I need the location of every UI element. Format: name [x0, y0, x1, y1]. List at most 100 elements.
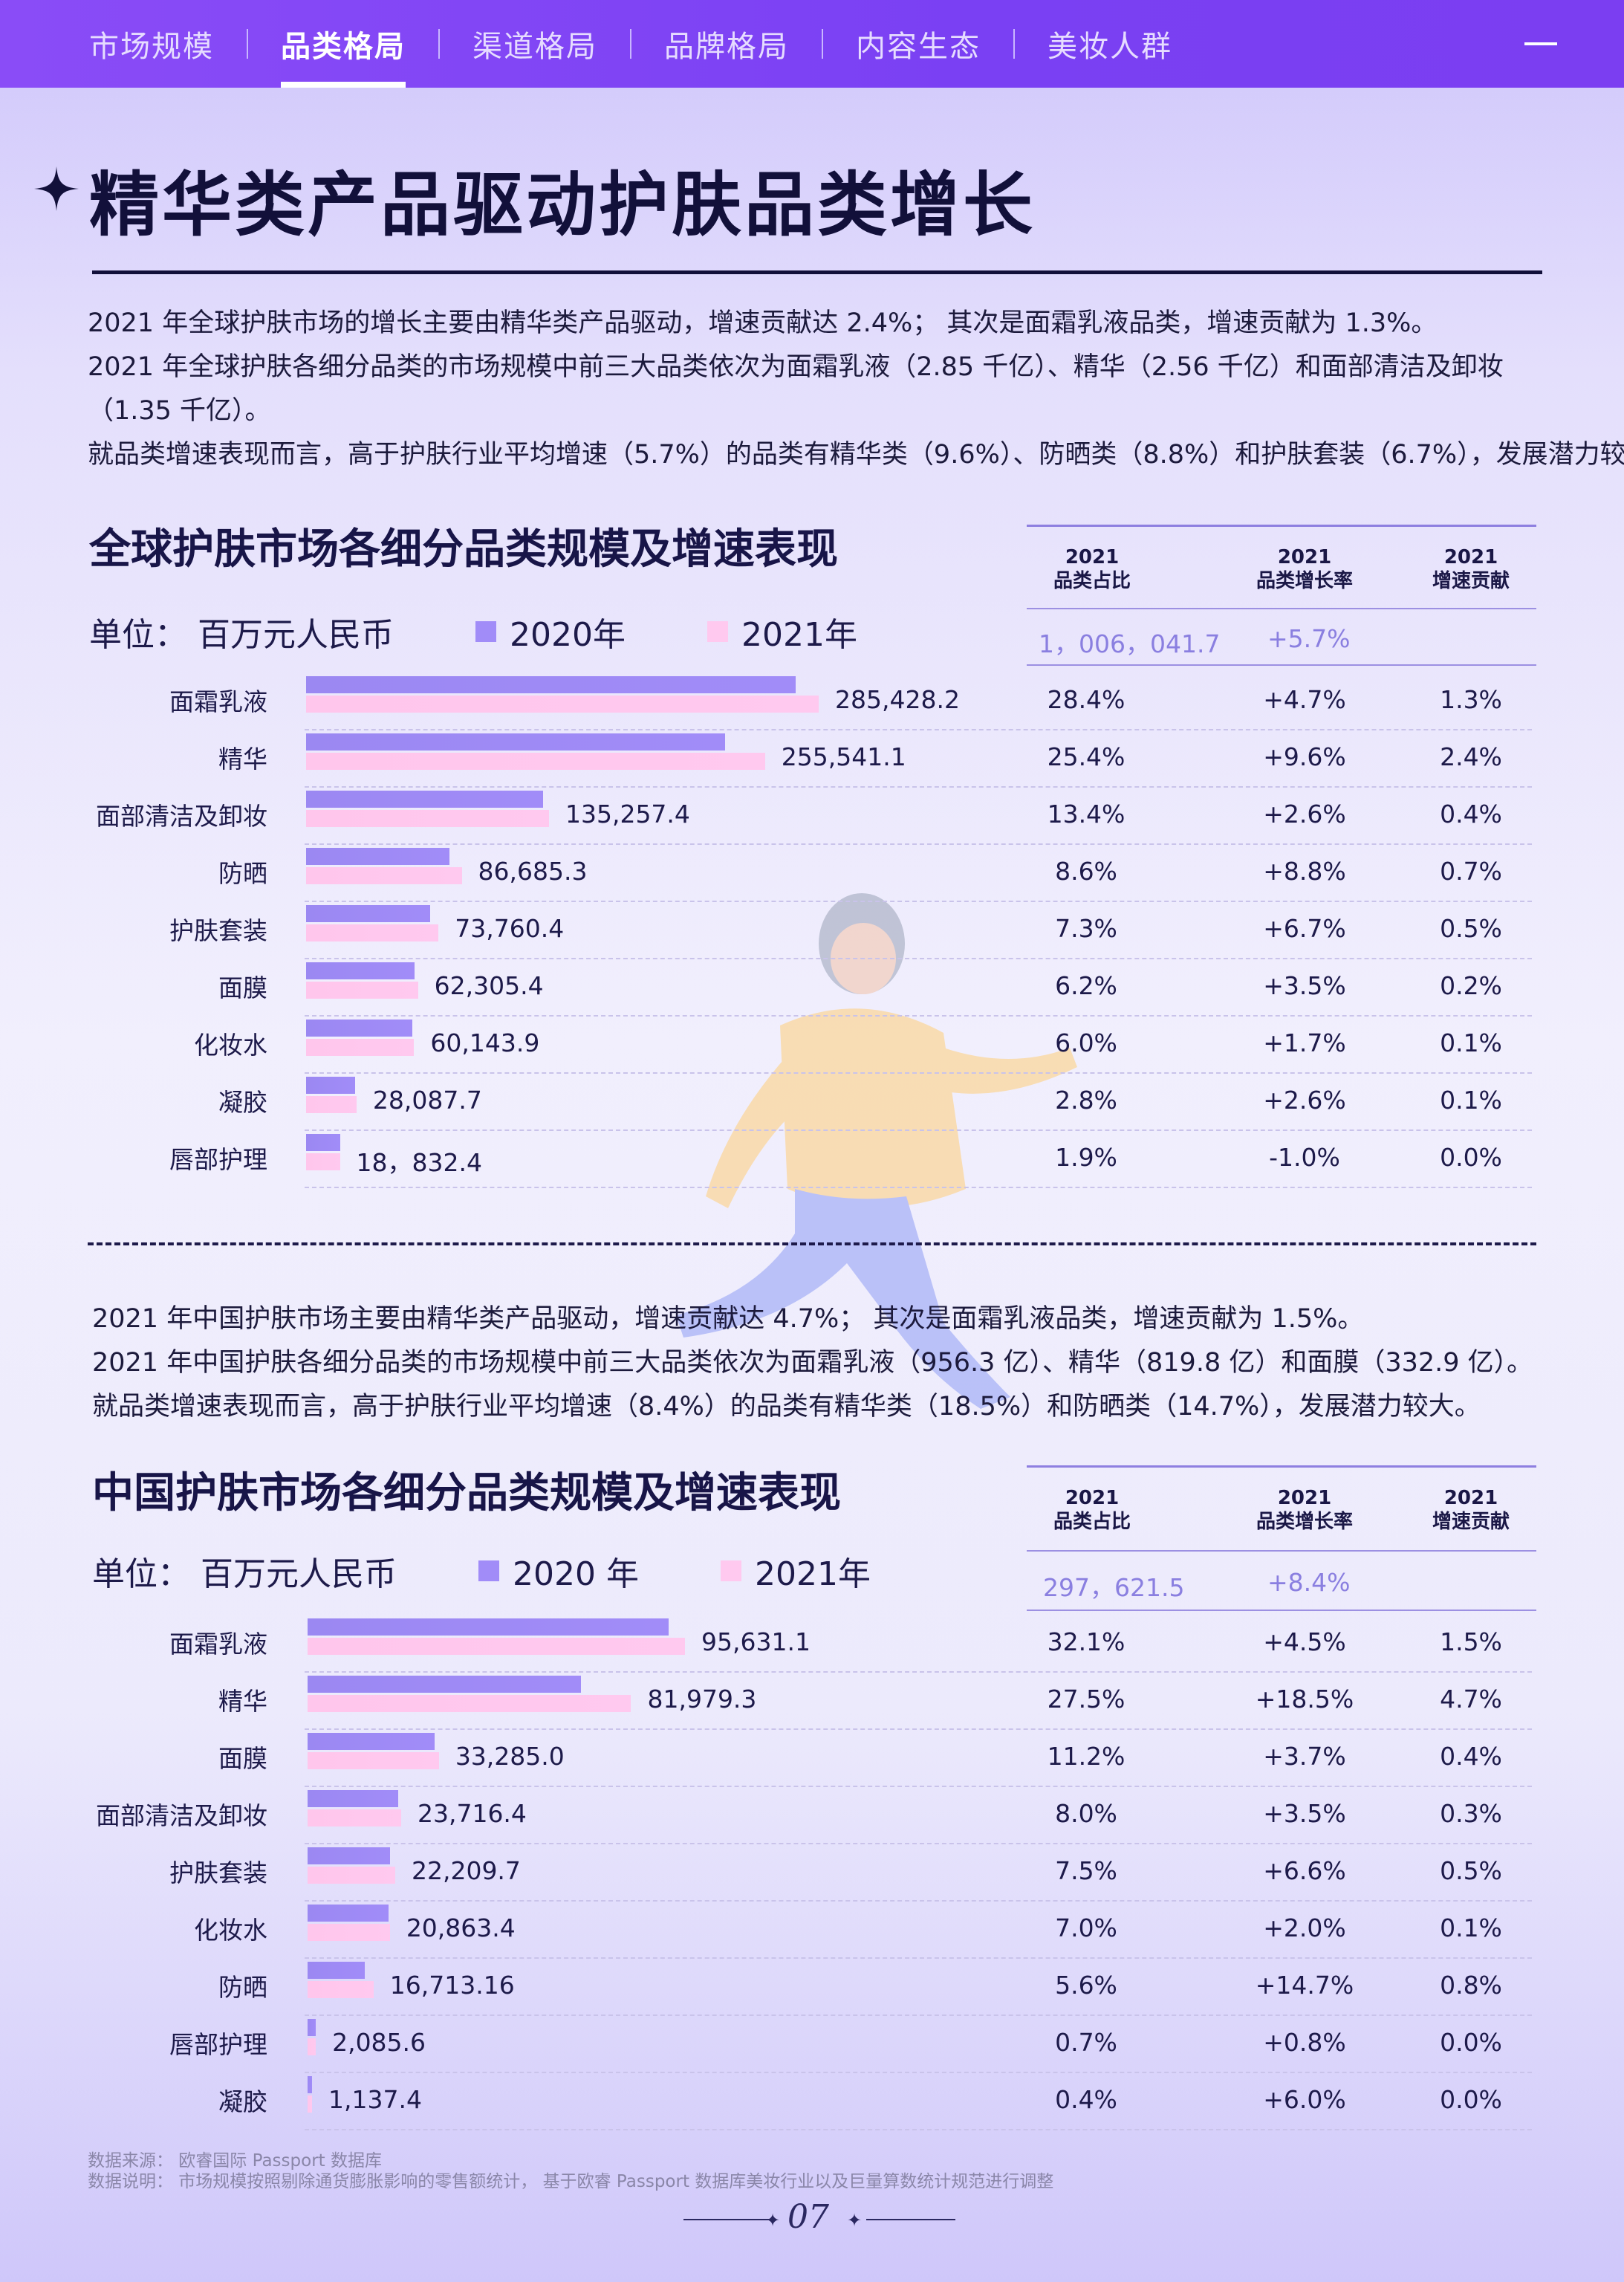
chart-row: 化妆水 20,863.4 7.0% +2.0% 0.1%	[0, 1902, 1624, 1959]
note-line: 数据说明： 市场规模按照剔除通货膨胀影响的零售额统计， 基于欧睿 Passpor…	[88, 2172, 1054, 2191]
col-header-share: 2021 品类占比	[1053, 546, 1131, 592]
nav-tab[interactable]: 内容生态	[856, 30, 981, 64]
category-label: 护肤套装	[169, 1858, 267, 1887]
row-dotted-rule	[305, 729, 1532, 730]
bar-2020	[306, 962, 415, 979]
growth-cell: +0.8%	[1263, 2028, 1346, 2057]
row-dotted-rule	[305, 901, 1532, 902]
share-cell: 28.4%	[1047, 685, 1126, 714]
contribution-cell: 0.1%	[1440, 1028, 1502, 1057]
china-chart-legend: 单位： 百万元人民币 2020 年 2021年	[92, 1549, 871, 1593]
value-label: 33,285.0	[455, 1742, 565, 1771]
category-label: 凝胶	[218, 2087, 267, 2116]
bar-2020	[306, 1020, 412, 1037]
contribution-cell: 4.7%	[1440, 1685, 1502, 1714]
page-number-rule-left	[683, 2219, 773, 2220]
share-cell: 7.5%	[1055, 1856, 1117, 1885]
value-label: 2,085.6	[332, 2028, 426, 2057]
value-label: 28,087.7	[372, 1086, 482, 1115]
growth-cell: +6.7%	[1263, 914, 1346, 943]
bar-2020	[306, 676, 796, 693]
category-label: 精华	[218, 745, 267, 774]
bar-2020	[306, 1134, 340, 1151]
growth-cell: +9.6%	[1263, 742, 1346, 771]
bar-2021	[308, 1695, 631, 1712]
category-label: 防晒	[218, 1973, 267, 2002]
category-label: 化妆水	[194, 1916, 267, 1945]
row-dotted-rule	[305, 2129, 1532, 2130]
bar-2021	[306, 810, 549, 827]
growth-cell: +8.8%	[1263, 857, 1346, 886]
nav-tab[interactable]: 品牌格局	[664, 30, 789, 64]
bar-2021	[308, 1924, 390, 1941]
contribution-cell: 0.5%	[1440, 914, 1502, 943]
contribution-cell: 0.1%	[1440, 1086, 1502, 1115]
bar-2020	[306, 905, 431, 922]
share-cell: 0.4%	[1055, 2085, 1117, 2114]
bar-2021	[306, 753, 765, 770]
nav-tab[interactable]: 美妆人群	[1048, 30, 1172, 64]
nav-tab[interactable]: 市场规模	[89, 30, 214, 64]
menu-icon[interactable]	[1524, 42, 1557, 45]
bar-2021	[308, 2038, 316, 2055]
global-chart-legend: 单位： 百万元人民币 2020年 2021年	[89, 609, 857, 654]
share-cell: 0.7%	[1055, 2028, 1117, 2057]
bar-2020	[306, 848, 449, 865]
share-cell: 27.5%	[1047, 1685, 1126, 1714]
growth-cell: +3.5%	[1263, 971, 1346, 1000]
source-line: 数据来源： 欧睿国际 Passport 数据库	[88, 2151, 382, 2171]
bar-2020	[308, 1676, 581, 1693]
share-cell: 32.1%	[1047, 1627, 1126, 1656]
global-summary-line: （1.35 千亿）。	[88, 396, 271, 426]
category-label: 防晒	[218, 859, 267, 888]
bar-2020	[306, 791, 543, 808]
nav-tab[interactable]: 渠道格局	[472, 30, 597, 64]
growth-cell: +6.6%	[1263, 1856, 1346, 1885]
legend-item-2020: 2020 年	[478, 1547, 639, 1595]
value-label: 135,257.4	[565, 800, 690, 829]
section-divider	[88, 1242, 1536, 1245]
bar-2020	[308, 2076, 312, 2093]
category-label: 面部清洁及卸妆	[96, 1801, 267, 1830]
share-cell: 11.2%	[1047, 1742, 1126, 1771]
row-dotted-rule	[305, 2072, 1532, 2073]
share-cell: 7.0%	[1055, 1913, 1117, 1942]
value-label: 86,685.3	[478, 857, 588, 886]
bar-2020	[308, 1733, 435, 1750]
category-label: 面部清洁及卸妆	[96, 802, 267, 831]
category-label: 化妆水	[194, 1031, 267, 1060]
chart-row: 唇部护理 2,085.6 0.7% +0.8% 0.0%	[0, 2016, 1624, 2073]
title-underline	[92, 270, 1542, 274]
bar-2021	[308, 1981, 374, 1998]
share-cell: 25.4%	[1047, 742, 1126, 771]
value-label: 22,209.7	[411, 1856, 521, 1885]
chart-row: 唇部护理 18，832.4 1.9% -1.0% 0.0%	[0, 1131, 1624, 1188]
growth-cell: +18.5%	[1255, 1685, 1354, 1714]
china-summary-line: 2021 年中国护肤各细分品类的市场规模中前三大品类依次为面霜乳液（956.3 …	[92, 1348, 1533, 1378]
contribution-cell: 0.0%	[1440, 2028, 1502, 2057]
value-label: 16,713.16	[389, 1971, 515, 2000]
total-growth-rate: +5.7%	[1267, 624, 1351, 653]
global-summary-line: 2021 年全球护肤市场的增长主要由精华类产品驱动，增速贡献达 2.4%； 其次…	[88, 308, 1438, 338]
contribution-cell: 1.5%	[1440, 1627, 1502, 1656]
chart-row: 护肤套装 73,760.4 7.3% +6.7% 0.5%	[0, 902, 1624, 959]
bar-2021	[306, 1153, 340, 1170]
share-cell: 6.2%	[1055, 971, 1117, 1000]
share-cell: 2.8%	[1055, 1086, 1117, 1115]
share-cell: 13.4%	[1047, 800, 1126, 829]
share-cell: 6.0%	[1055, 1028, 1117, 1057]
growth-cell: +2.6%	[1263, 1086, 1346, 1115]
contribution-cell: 0.8%	[1440, 1971, 1502, 2000]
chart-row: 面霜乳液 95,631.1 32.1% +4.5% 1.5%	[0, 1615, 1624, 1673]
value-label: 62,305.4	[434, 971, 544, 1000]
row-dotted-rule	[305, 786, 1532, 788]
row-dotted-rule	[305, 1129, 1532, 1131]
growth-cell: +1.7%	[1263, 1028, 1346, 1057]
total-growth-rate: +8.4%	[1267, 1568, 1351, 1597]
bar-2021	[308, 1638, 685, 1655]
nav-tab[interactable]: 品类格局	[281, 0, 406, 88]
value-label: 95,631.1	[701, 1627, 811, 1656]
chart-row: 精华 81,979.3 27.5% +18.5% 4.7%	[0, 1673, 1624, 1730]
chart-row: 面部清洁及卸妆 23,716.4 8.0% +3.5% 0.3%	[0, 1787, 1624, 1844]
contribution-cell: 2.4%	[1440, 742, 1502, 771]
